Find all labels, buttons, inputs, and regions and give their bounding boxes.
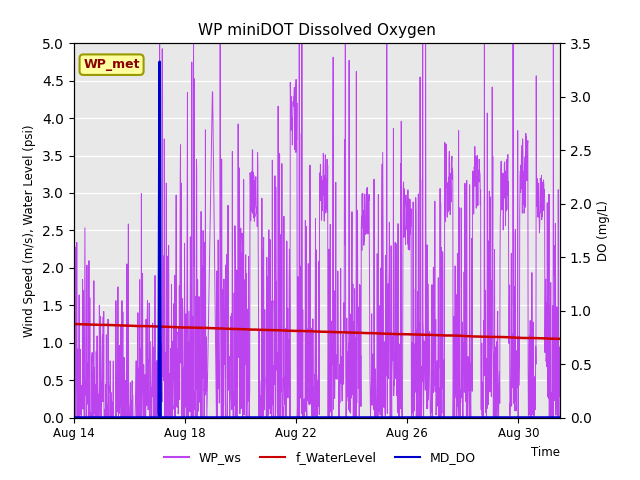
Y-axis label: Wind Speed (m/s), Water Level (psi): Wind Speed (m/s), Water Level (psi) [23,124,36,336]
Legend: WP_ws, f_WaterLevel, MD_DO: WP_ws, f_WaterLevel, MD_DO [159,446,481,469]
Text: WP_met: WP_met [83,58,140,71]
Y-axis label: DO (mg/L): DO (mg/L) [597,200,611,261]
X-axis label: Time: Time [531,446,560,459]
Title: WP miniDOT Dissolved Oxygen: WP miniDOT Dissolved Oxygen [198,23,436,38]
